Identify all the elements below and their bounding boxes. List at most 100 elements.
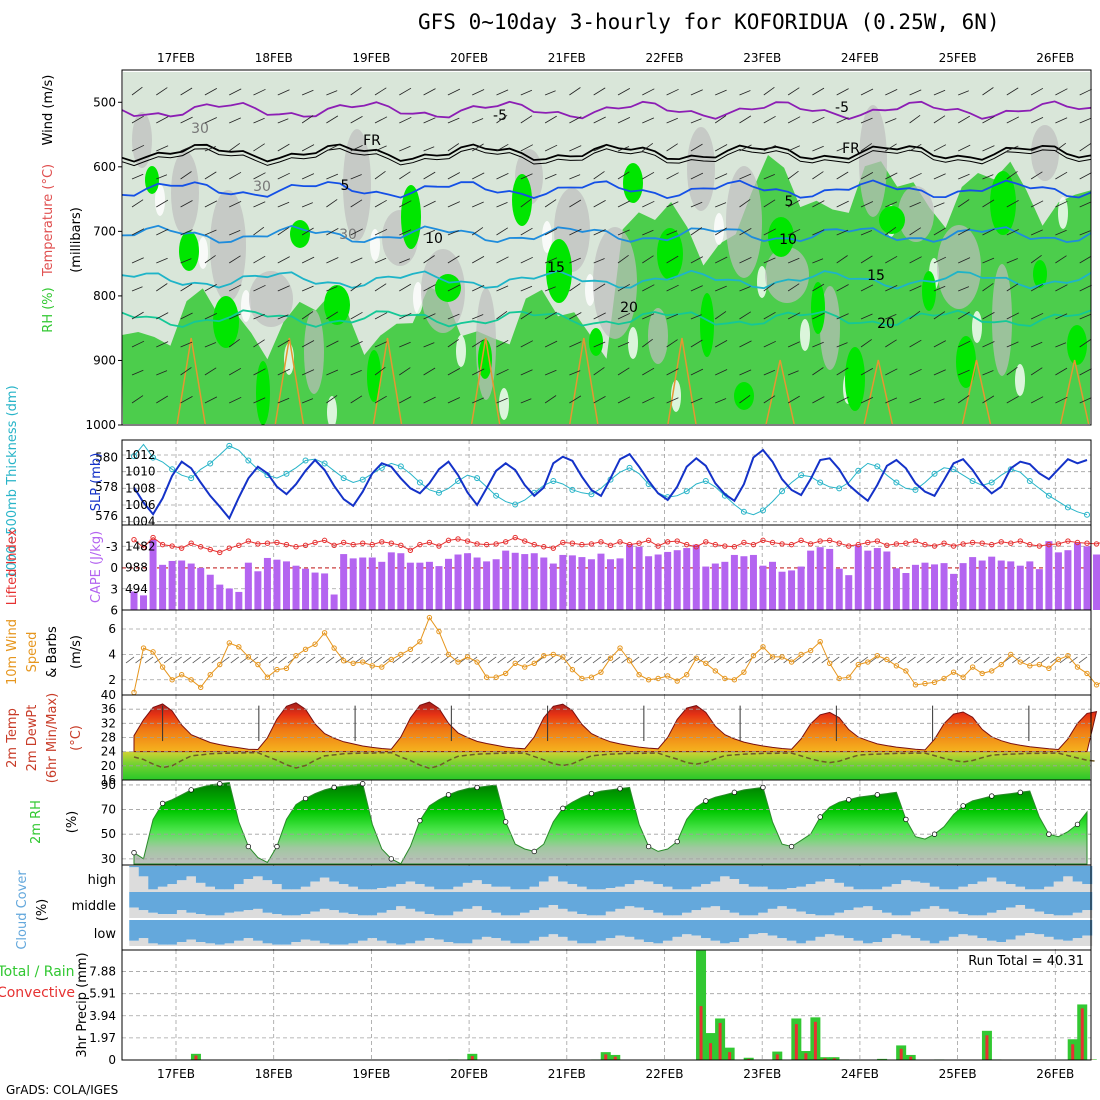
cloud-bar <box>891 915 902 918</box>
wind-barb <box>326 90 338 96</box>
wind-barb <box>593 200 606 208</box>
cloud-bar <box>348 886 359 892</box>
wind-barb <box>860 201 874 208</box>
cloud-bar <box>405 866 416 882</box>
cloud-bar <box>319 877 330 892</box>
wind-barb <box>228 142 241 152</box>
thickness-point <box>779 488 786 495</box>
cloud-bar <box>357 920 368 941</box>
cape-bar <box>950 573 958 610</box>
axis-label: Wind (m/s) <box>41 75 56 146</box>
wind-barb <box>707 656 716 664</box>
wind-speed-point <box>684 672 690 678</box>
cloud-bar <box>567 911 578 918</box>
cloud-bar <box>920 882 931 892</box>
bottom-date-tick: 23FEB <box>743 1067 781 1081</box>
wind-barb <box>447 255 460 264</box>
rh-fill-dry <box>648 308 668 364</box>
lifted-point <box>922 541 928 548</box>
cloud-bar <box>481 910 492 918</box>
cloud-bar <box>739 866 750 885</box>
cloud-bar <box>148 943 159 946</box>
cloud-bar <box>796 943 807 946</box>
wind-barb <box>642 142 654 152</box>
cloud-bar <box>1025 889 1036 892</box>
wind-barb <box>593 116 606 124</box>
contour-label: 10 <box>425 231 443 247</box>
wind-barb <box>933 173 946 180</box>
rh-fill-very-dry <box>456 335 466 367</box>
lifted-point <box>302 542 309 549</box>
wind-barb <box>253 226 265 236</box>
lifted-point <box>664 539 671 545</box>
isotherm-line <box>470 337 501 425</box>
cloud-bar <box>1005 939 1017 946</box>
lifted-point <box>150 534 156 541</box>
wind-barb <box>642 313 655 320</box>
wind-barb <box>763 340 776 348</box>
cloud-bar <box>319 908 330 918</box>
wind-barb <box>156 199 169 208</box>
cloud-bar <box>272 914 283 918</box>
wind-speed-point <box>140 645 147 651</box>
rh-fill-dry <box>1031 125 1059 181</box>
cloud-bar <box>205 943 216 946</box>
wind-barb <box>229 171 242 180</box>
cloud-bar <box>491 938 502 946</box>
cloud-bar <box>243 866 254 879</box>
wind-speed-point <box>379 664 385 670</box>
wind-barb <box>617 200 631 208</box>
wind-barb <box>957 199 970 208</box>
cloud-bar <box>186 912 197 918</box>
cloud-bar <box>357 940 368 946</box>
wind-barb <box>173 656 182 664</box>
lifted-point <box>1008 540 1014 546</box>
wind-barb <box>764 656 773 664</box>
top-date-tick: 20FEB <box>450 51 488 65</box>
lifted-point <box>474 541 480 547</box>
rh-fill-saturated <box>700 293 714 357</box>
cape-bar <box>664 551 672 610</box>
cloud-bar <box>539 936 550 946</box>
cloud-bar <box>281 892 292 916</box>
cloud-bar <box>720 943 731 946</box>
cloud-bar <box>434 915 445 918</box>
lifted-point <box>817 538 823 544</box>
wind-barb <box>860 230 873 236</box>
wind-barb <box>787 370 799 376</box>
wind-barb <box>836 200 849 208</box>
cape-bar <box>1073 542 1081 610</box>
rh-fill-dry <box>343 129 371 241</box>
precip-convective-bar <box>985 1035 989 1060</box>
thickness-point <box>1084 511 1090 518</box>
wind-speed-point <box>1036 661 1043 668</box>
wind-barb <box>593 396 606 404</box>
cloud-bar <box>777 938 788 946</box>
wind-barb <box>204 200 218 208</box>
cloud-bar <box>767 908 778 918</box>
lifted-point <box>236 542 242 549</box>
wind-barb <box>982 370 994 376</box>
lifted-point <box>455 536 461 542</box>
rh-fill-saturated <box>811 282 825 334</box>
thickness-point <box>474 475 481 482</box>
wind-speed-point <box>912 682 919 688</box>
lifted-point <box>969 539 976 546</box>
cape-bar <box>130 591 138 610</box>
cloud-bar <box>653 884 664 892</box>
cloud-bar <box>443 942 454 946</box>
panel-frame-precip <box>121 949 1092 1061</box>
wind-barb <box>447 284 461 292</box>
rh-point <box>960 803 966 809</box>
wind-barb <box>229 396 242 404</box>
bottom-date-tick: 25FEB <box>939 1067 977 1081</box>
wind-speed-point <box>369 663 375 669</box>
lifted-point <box>674 538 680 544</box>
rh-point <box>331 784 337 791</box>
wind-barb <box>496 173 509 180</box>
wind-barb <box>204 396 218 404</box>
cloud-bar <box>205 886 216 892</box>
cloud-bar <box>691 910 702 918</box>
wind-barb <box>836 284 849 292</box>
lifted-point <box>445 537 452 544</box>
